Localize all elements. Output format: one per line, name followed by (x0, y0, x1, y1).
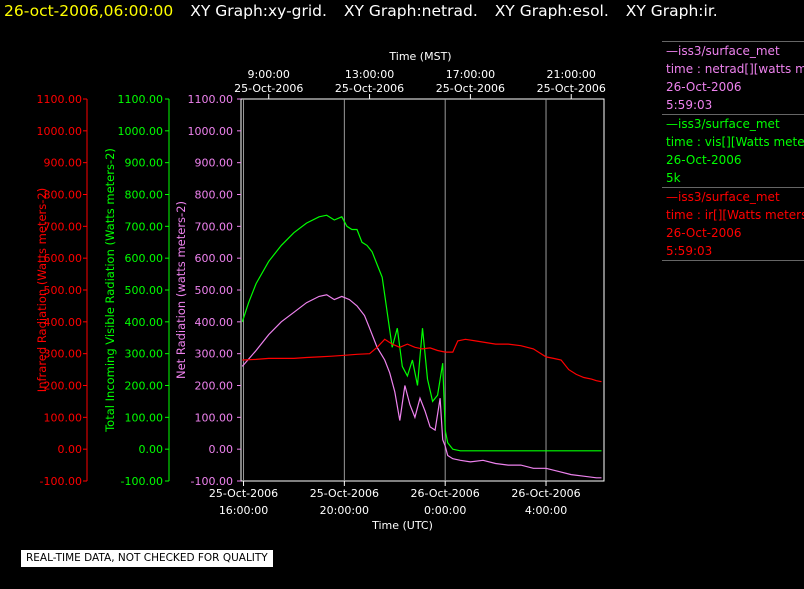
legend-line: 5:59:03 (666, 244, 713, 258)
y-axis-title-net: Net Radiation (watts meters-2) (174, 201, 188, 379)
legend-line: time : netrad[][watts meters-2] (666, 62, 804, 76)
y-tick-label-vis: 300.00 (125, 348, 164, 361)
x-tick-label: 16:00:00 (219, 504, 268, 517)
y-tick-label-ir: -100.00 (40, 475, 82, 488)
top-tick-label: 21:00:00 (547, 68, 596, 81)
y-tick-label-net: 200.00 (195, 380, 234, 393)
x-tick-label: 0:00:00 (424, 504, 466, 517)
legend-line: 26-Oct-2006 (666, 153, 742, 167)
legend-line: time : ir[][Watts meters-2] (666, 208, 804, 222)
y-tick-label-net: 900.00 (195, 157, 234, 170)
legend-line: time : vis[][Watts meters-2] (666, 135, 804, 149)
x-tick-label: 4:00:00 (525, 504, 567, 517)
y-tick-label-vis: 0.00 (139, 443, 164, 456)
y-tick-label-ir: 400.00 (44, 316, 83, 329)
x-tick-label: 25-Oct-2006 (209, 487, 278, 500)
series-line-netrad (241, 294, 602, 479)
y-tick-label-vis: 200.00 (125, 380, 164, 393)
y-tick-label-ir: 1000.00 (37, 125, 83, 138)
header-timestamp: 26-oct-2006,06:00:00 (4, 2, 174, 20)
y-tick-label-vis: -100.00 (121, 475, 163, 488)
legend-line: —iss3/surface_met (666, 117, 780, 131)
y-tick-label-vis: 700.00 (125, 220, 164, 233)
header-title-xy-grid: XY Graph:xy-grid. (190, 2, 327, 20)
y-tick-label-vis: 400.00 (125, 316, 164, 329)
header-title-esol: XY Graph:esol. (494, 2, 609, 20)
y-tick-label-ir: 600.00 (44, 252, 83, 265)
top-tick-label: 13:00:00 (345, 68, 394, 81)
y-tick-label-ir: 200.00 (44, 380, 83, 393)
header-title-ir: XY Graph:ir. (625, 2, 718, 20)
top-tick-label: 25-Oct-2006 (537, 82, 606, 95)
y-tick-label-net: 600.00 (195, 252, 234, 265)
header-title-netrad: XY Graph:netrad. (343, 2, 478, 20)
y-tick-label-ir: 800.00 (44, 189, 83, 202)
y-tick-label-ir: 700.00 (44, 220, 83, 233)
y-tick-label-vis: 100.00 (125, 411, 164, 424)
y-tick-label-net: 1100.00 (188, 93, 234, 106)
x-tick-label: 20:00:00 (320, 504, 369, 517)
legend: —iss3/surface_met time : netrad[][watts … (662, 41, 804, 262)
y-tick-label-net: 1000.00 (188, 125, 234, 138)
y-tick-label-ir: 500.00 (44, 284, 83, 297)
legend-divider (662, 260, 804, 262)
y-tick-label-ir: 300.00 (44, 348, 83, 361)
y-tick-label-ir: 1100.00 (37, 93, 83, 106)
legend-entry-ir: —iss3/surface_met time : ir[][Watts mete… (662, 187, 804, 260)
y-tick-label-vis: 1100.00 (118, 93, 164, 106)
y-tick-label-vis: 1000.00 (118, 125, 164, 138)
header: 26-oct-2006,06:00:00 XY Graph:xy-grid. X… (4, 2, 718, 20)
legend-line: 26-Oct-2006 (666, 80, 742, 94)
y-tick-label-ir: 900.00 (44, 157, 83, 170)
x-tick-label: 25-Oct-2006 (310, 487, 379, 500)
y-tick-label-vis: 900.00 (125, 157, 164, 170)
y-tick-label-vis: 600.00 (125, 252, 164, 265)
y-tick-label-net: 800.00 (195, 189, 234, 202)
top-tick-label: 25-Oct-2006 (436, 82, 505, 95)
legend-line: 5k (666, 171, 681, 185)
plot-frame (240, 98, 605, 482)
y-tick-label-vis: 500.00 (125, 284, 164, 297)
y-axis-title-vis: Total Incoming Visible Radiation (Watts … (103, 148, 117, 433)
y-tick-label-vis: 800.00 (125, 189, 164, 202)
y-tick-label-net: 300.00 (195, 348, 234, 361)
top-tick-label: 9:00:00 (248, 68, 290, 81)
legend-line: —iss3/surface_met (666, 190, 780, 204)
legend-line: 26-Oct-2006 (666, 226, 742, 240)
top-axis-label-mst: Time (MST) (388, 50, 451, 63)
series-line-ir (242, 338, 602, 383)
top-tick-label: 25-Oct-2006 (234, 82, 303, 95)
y-tick-label-net: 500.00 (195, 284, 234, 297)
legend-line: —iss3/surface_met (666, 44, 780, 58)
legend-entry-vis: —iss3/surface_met time : vis[][Watts met… (662, 114, 804, 187)
top-tick-label: 17:00:00 (446, 68, 495, 81)
legend-entry-netrad: —iss3/surface_met time : netrad[][watts … (662, 41, 804, 114)
y-axis-title-ir: Infrared Radiation (Watts meters-2) (35, 188, 49, 392)
y-tick-label-net: 0.00 (209, 443, 234, 456)
top-tick-label: 25-Oct-2006 (335, 82, 404, 95)
quality-notice: REAL-TIME DATA, NOT CHECKED FOR QUALITY (21, 550, 273, 567)
series-line-vis (241, 214, 602, 452)
x-axis-label-utc: Time (UTC) (371, 519, 433, 532)
y-tick-label-net: -100.00 (191, 475, 233, 488)
x-tick-label: 26-Oct-2006 (511, 487, 580, 500)
y-tick-label-ir: 0.00 (58, 443, 83, 456)
legend-line: 5:59:03 (666, 98, 713, 112)
x-tick-label: 26-Oct-2006 (411, 487, 480, 500)
y-tick-label-net: 100.00 (195, 411, 234, 424)
y-tick-label-net: 400.00 (195, 316, 234, 329)
y-tick-label-net: 700.00 (195, 220, 234, 233)
y-tick-label-ir: 100.00 (44, 411, 83, 424)
